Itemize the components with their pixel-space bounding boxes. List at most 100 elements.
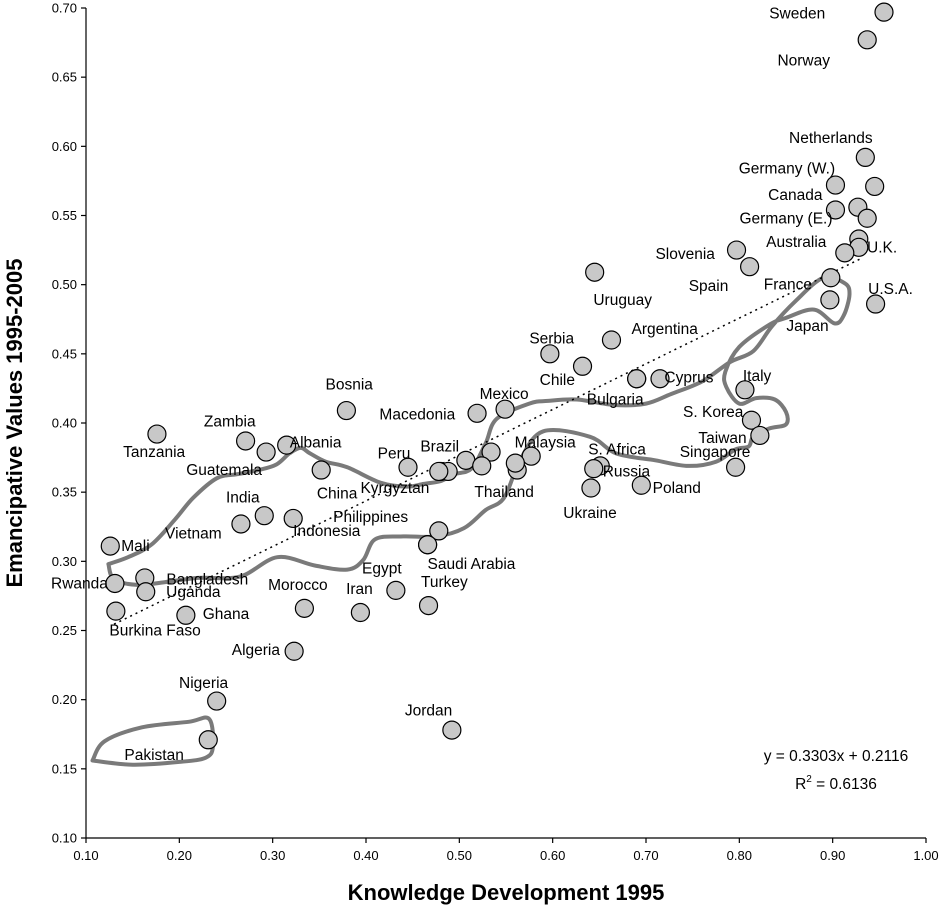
x-tick-label: 0.10 [73, 848, 98, 863]
point-label: Sweden [769, 6, 825, 23]
data-point [821, 268, 841, 288]
data-point [176, 605, 196, 625]
point-label: S. Africa [588, 441, 646, 458]
point-label: S. Korea [683, 404, 744, 421]
data-point [825, 175, 846, 195]
point-label: Vietnam [165, 526, 222, 543]
data-point [865, 176, 885, 197]
data-point [584, 459, 604, 479]
point-label: Cyprus [664, 369, 713, 386]
data-point [481, 442, 501, 462]
cluster-outline-0 [106, 275, 852, 587]
y-tick-label: 0.35 [52, 485, 77, 500]
trend-equation: y = 0.3303x + 0.2116 [764, 748, 909, 765]
data-point [631, 475, 651, 495]
data-point [750, 425, 770, 446]
point-label: Russia [603, 463, 651, 480]
point-label: Philippines [333, 509, 408, 526]
point-label: Zambia [204, 414, 256, 431]
data-point [442, 720, 462, 740]
x-axis-title: Knowledge Development 1995 [348, 880, 665, 905]
point-label: Iran [346, 581, 373, 598]
point-label: Uruguay [593, 292, 652, 309]
point-label: Germany (E.) [739, 210, 832, 227]
point-label: Nigeria [179, 675, 228, 692]
point-label: Morocco [268, 577, 327, 594]
point-label: Taiwan [698, 430, 746, 447]
data-point [106, 601, 126, 621]
point-label: U.K. [867, 239, 897, 256]
data-point [735, 380, 755, 400]
x-tick-label: 0.50 [447, 848, 472, 863]
point-label: Jordan [405, 703, 452, 720]
y-tick-label: 0.55 [52, 208, 77, 223]
point-label: Indonesia [293, 523, 361, 540]
data-point [540, 344, 560, 364]
data-point [256, 442, 276, 462]
point-label: Mali [121, 538, 149, 555]
data-point [726, 240, 747, 260]
point-label: Albania [290, 434, 342, 451]
data-point [294, 598, 314, 618]
point-label: U.S.A. [868, 281, 913, 298]
point-label: Bangladesh [166, 571, 248, 588]
point-label: Norway [777, 53, 830, 70]
point-label: Algeria [232, 642, 281, 659]
data-point [725, 457, 746, 477]
data-point [650, 369, 670, 389]
y-tick-label: 0.10 [52, 831, 77, 846]
data-point [467, 403, 487, 423]
data-point [336, 400, 356, 421]
x-tick-label: 0.20 [167, 848, 192, 863]
x-tick-label: 0.90 [820, 848, 845, 863]
data-point [277, 435, 297, 455]
x-tick-label: 0.30 [260, 848, 285, 863]
point-label: Bulgaria [587, 391, 644, 408]
y-tick-label: 0.40 [52, 416, 77, 431]
point-label: China [317, 486, 358, 503]
data-point [429, 461, 449, 482]
data-point [198, 730, 218, 750]
point-label: Peru [378, 445, 411, 462]
trendline [113, 258, 861, 625]
data-point [739, 257, 760, 277]
point-label: Rwanda [51, 575, 108, 592]
y-axis-ticks: 0.10 0.15 0.20 0.25 0.30 0.35 0.40 0.45 0.50 0.55… [52, 1, 86, 846]
data-point [418, 535, 438, 555]
y-tick-label: 0.45 [52, 346, 77, 361]
point-label: Saudi Arabia [428, 556, 516, 573]
point-label: Uganda [166, 584, 221, 601]
point-label: Brazil [420, 439, 459, 456]
point-label: Slovenia [655, 246, 715, 263]
data-point [147, 424, 167, 444]
y-axis-title: Emancipative Values 1995-2005 [2, 259, 27, 588]
y-tick-label: 0.65 [52, 70, 77, 85]
data-point [236, 431, 256, 451]
point-label: Malaysia [515, 434, 577, 451]
data-point [820, 290, 840, 310]
r-squared: R2 = 0.6136 [795, 774, 877, 793]
data-point [429, 521, 449, 541]
point-label: Germany (W.) [739, 160, 835, 177]
point-label: France [764, 277, 812, 294]
point-label: Ghana [203, 606, 250, 623]
data-point [495, 399, 515, 419]
data-point [311, 460, 331, 480]
data-point [100, 536, 120, 556]
point-label: India [226, 490, 260, 507]
y-tick-label: 0.70 [52, 1, 77, 16]
x-tick-label: 0.80 [727, 848, 752, 863]
x-tick-label: 0.40 [353, 848, 378, 863]
y-tick-label: 0.25 [52, 623, 77, 638]
y-tick-label: 0.15 [52, 761, 77, 776]
x-axis-ticks: 0.10 0.20 0.30 0.40 0.50 0.60 0.70 0.80 0.90 1.00 [73, 838, 939, 863]
point-label: Kyrgyztan [360, 480, 429, 497]
point-label: Thailand [474, 484, 533, 501]
data-point [825, 200, 846, 220]
data-point [283, 508, 303, 529]
data-point [418, 595, 439, 616]
data-point [521, 446, 541, 466]
data-point [284, 641, 304, 661]
data-point [386, 580, 406, 600]
